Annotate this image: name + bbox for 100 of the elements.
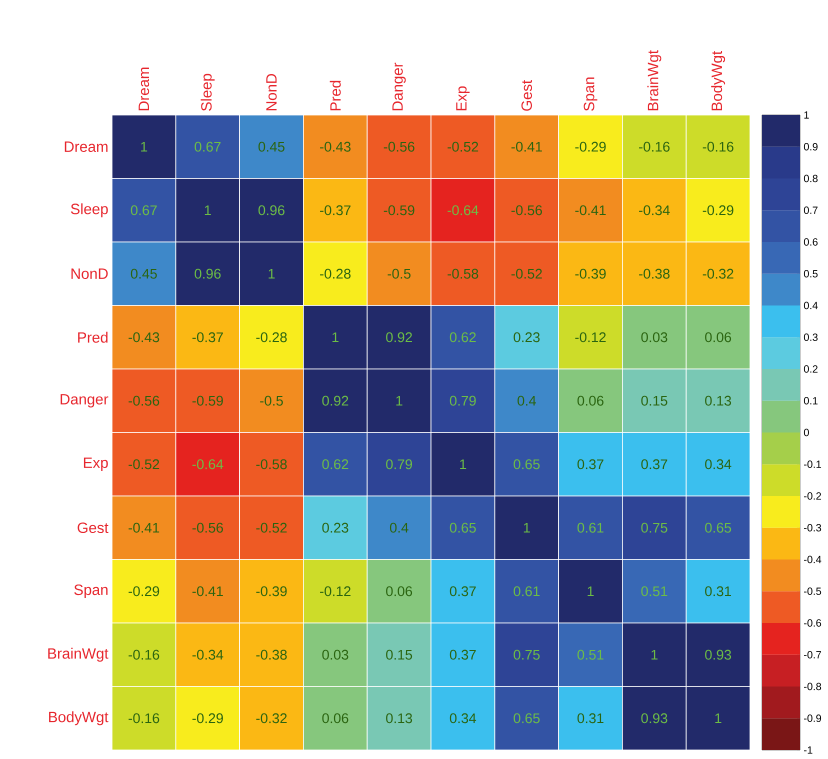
color-bar-label: 0.1 bbox=[804, 397, 818, 404]
x-tick-label: BodyWgt bbox=[711, 50, 726, 110]
data-label: 0.79 bbox=[386, 459, 412, 470]
y-tick-label: Sleep bbox=[70, 203, 108, 218]
data-label: -0.5 bbox=[388, 268, 411, 279]
color-bar-label: 0.3 bbox=[804, 334, 818, 341]
data-label: 0.03 bbox=[641, 332, 668, 342]
data-label: -0.16 bbox=[639, 142, 670, 152]
color-bar-label: 1 bbox=[804, 111, 809, 119]
data-label: -0.52 bbox=[256, 522, 287, 533]
data-label: 1 bbox=[332, 332, 339, 342]
y-tick-label: Gest bbox=[78, 522, 108, 534]
data-label: -0.39 bbox=[256, 586, 287, 596]
color-bar-label: -0.3 bbox=[804, 524, 822, 532]
data-label: -0.34 bbox=[192, 650, 224, 660]
data-label: 0.37 bbox=[641, 459, 668, 470]
x-tick-label: BrainWgt bbox=[647, 50, 662, 110]
data-label: -0.41 bbox=[192, 586, 223, 596]
color-bar-label: 0.9 bbox=[804, 143, 818, 150]
data-label: 0.37 bbox=[450, 650, 476, 660]
data-label: -0.56 bbox=[192, 522, 223, 533]
data-label: -0.37 bbox=[320, 205, 350, 216]
data-label: -0.56 bbox=[128, 396, 160, 406]
data-label: -0.64 bbox=[192, 459, 224, 470]
data-label: 0.06 bbox=[705, 332, 732, 342]
data-label: 0.31 bbox=[577, 713, 604, 724]
data-label: 1 bbox=[396, 396, 402, 406]
data-label: -0.41 bbox=[575, 205, 606, 216]
y-tick-label: Exp bbox=[84, 458, 108, 471]
color-bar-label: 0.7 bbox=[804, 206, 818, 214]
data-label: 0.34 bbox=[705, 459, 732, 470]
x-tick-label: Gest bbox=[521, 80, 532, 111]
data-label: -0.16 bbox=[702, 142, 734, 152]
color-bar-label: -0.6 bbox=[804, 619, 822, 627]
data-label: -0.64 bbox=[448, 205, 478, 216]
y-tick-label: BodyWgt bbox=[49, 711, 108, 726]
data-label: 0.67 bbox=[130, 205, 157, 216]
data-label: 0.93 bbox=[641, 713, 668, 724]
data-label: 0.92 bbox=[386, 332, 412, 342]
data-label: -0.12 bbox=[320, 586, 350, 596]
data-label: 0.51 bbox=[641, 586, 668, 596]
data-label: 0.45 bbox=[130, 268, 157, 279]
color-bar-label: 0.8 bbox=[804, 174, 818, 182]
data-label: -0.29 bbox=[192, 713, 223, 724]
color-bar-label: 0.2 bbox=[804, 365, 818, 373]
data-label: 0.06 bbox=[577, 396, 604, 406]
data-label: -0.34 bbox=[639, 205, 670, 216]
data-label: -0.56 bbox=[384, 142, 414, 152]
y-tick-label: Dream bbox=[64, 142, 108, 152]
x-tick-label: NonD bbox=[266, 74, 277, 110]
x-tick-label: Danger bbox=[392, 62, 406, 110]
color-bar-label: -0.9 bbox=[804, 714, 822, 722]
color-bar-label: -0.2 bbox=[804, 492, 822, 500]
data-label: -0.39 bbox=[575, 268, 606, 279]
data-label: 0.61 bbox=[514, 586, 540, 596]
data-label: 1 bbox=[204, 205, 211, 216]
data-label: 0.06 bbox=[386, 586, 412, 596]
data-label: -0.38 bbox=[256, 650, 287, 660]
data-label: 1 bbox=[268, 268, 275, 279]
data-label: 0.4 bbox=[518, 396, 536, 406]
color-bar-label: -0.7 bbox=[804, 651, 822, 658]
data-label: -0.29 bbox=[128, 586, 160, 596]
data-label: 0.96 bbox=[194, 268, 221, 279]
data-label: 0.51 bbox=[577, 650, 604, 660]
data-label: -0.32 bbox=[256, 713, 287, 724]
data-label: -0.43 bbox=[128, 332, 160, 342]
color-bar-label: -0.4 bbox=[804, 556, 822, 564]
data-label: -0.38 bbox=[639, 268, 670, 279]
data-label: 0.65 bbox=[514, 459, 540, 470]
color-bar-label: -0.5 bbox=[804, 588, 822, 595]
data-label: 0.92 bbox=[322, 396, 348, 406]
data-label: 1 bbox=[524, 522, 530, 533]
data-label: -0.59 bbox=[384, 205, 414, 216]
data-label: 0.96 bbox=[258, 205, 284, 216]
data-label: -0.43 bbox=[320, 142, 351, 152]
x-tick-label: Pred bbox=[330, 80, 341, 110]
data-label: -0.32 bbox=[702, 268, 734, 279]
x-tick-label: Exp bbox=[456, 86, 470, 110]
color-bar-label: -0.1 bbox=[804, 460, 822, 468]
data-label: -0.29 bbox=[702, 205, 734, 216]
data-label: 1 bbox=[715, 713, 722, 724]
data-label: 0.15 bbox=[641, 396, 668, 406]
data-label: 0.65 bbox=[450, 522, 476, 533]
data-label: -0.28 bbox=[320, 268, 351, 279]
data-label: -0.59 bbox=[192, 396, 223, 406]
data-label: -0.16 bbox=[128, 650, 160, 660]
x-tick-label: Sleep bbox=[200, 74, 215, 111]
data-label: 0.13 bbox=[386, 713, 412, 724]
x-tick-label: Span bbox=[584, 78, 598, 111]
data-label: 0.03 bbox=[322, 650, 348, 660]
color-bar-label: 0.5 bbox=[804, 270, 818, 278]
x-tick-label: Dream bbox=[138, 68, 150, 110]
y-tick-label: NonD bbox=[71, 268, 108, 279]
data-label: -0.58 bbox=[256, 459, 287, 470]
y-tick-label: Span bbox=[74, 584, 108, 598]
data-label: -0.16 bbox=[128, 713, 160, 724]
data-label: 0.13 bbox=[705, 396, 732, 406]
data-label: 0.34 bbox=[450, 713, 476, 724]
data-label: 0.62 bbox=[450, 332, 476, 342]
data-label: -0.37 bbox=[192, 332, 223, 342]
